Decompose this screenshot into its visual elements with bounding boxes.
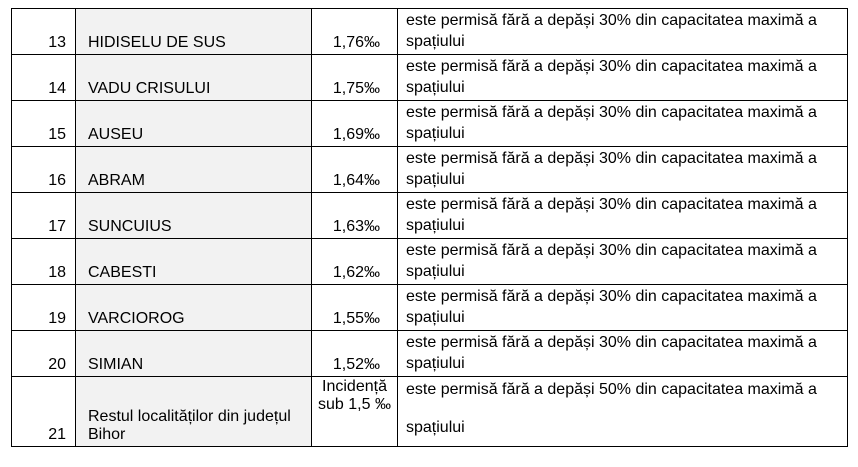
table-row: 19 VARCIOROG 1,55‰ este permisă fără a depă… [11, 284, 848, 331]
row-number: 18 [11, 238, 76, 285]
row-number: 19 [11, 284, 76, 331]
locality-name: VARCIOROG [75, 284, 312, 331]
table-row: 16 ABRAM 1,64‰ este permisă fără a depăși 3… [11, 146, 848, 193]
capacity-note-line-2: spațiului [406, 419, 465, 436]
incidence-value: 1,63‰ [311, 192, 398, 239]
row-number: 13 [11, 8, 76, 55]
locality-name: Restul localităților din județul Bihor [75, 376, 312, 447]
table-row: 14 VADU CRISULUI 1,75‰ este permisă fără a … [11, 54, 848, 101]
incidence-value: 1,52‰ [311, 330, 398, 377]
incidence-value: Incidență sub 1,5 ‰ [311, 376, 398, 447]
capacity-note-line-1: este permisă fără a depăși 50% din capac… [406, 381, 817, 398]
row-number: 15 [11, 100, 76, 147]
incidence-value: 1,75‰ [311, 54, 398, 101]
locality-name: HIDISELU DE SUS [75, 8, 312, 55]
locality-name: SUNCUIUS [75, 192, 312, 239]
capacity-note: este permisă fără a depăși 30% din capac… [397, 54, 848, 101]
capacity-note: este permisă fără a depăși 30% din capac… [397, 238, 848, 285]
table-row: 20 SIMIAN 1,52‰ este permisă fără a depăși … [11, 330, 848, 377]
incidence-value: 1,69‰ [311, 100, 398, 147]
capacity-note: este permisă fără a depăși 30% din capac… [397, 192, 848, 239]
locality-name: VADU CRISULUI [75, 54, 312, 101]
incidence-value: 1,64‰ [311, 146, 398, 193]
table-row: 17 SUNCUIUS 1,63‰ este permisă fără a depăș… [11, 192, 848, 239]
row-number: 20 [11, 330, 76, 377]
table-row: 21 Restul localităților din județul Biho… [11, 376, 848, 447]
capacity-note: este permisă fără a depăși 30% din capac… [397, 146, 848, 193]
table-row: 15 AUSEU 1,69‰ este permisă fără a depăși 3… [11, 100, 848, 147]
capacity-note: este permisă fără a depăși 30% din capac… [397, 284, 848, 331]
incidence-value: 1,55‰ [311, 284, 398, 331]
capacity-note: este permisă fără a depăși 30% din capac… [397, 100, 848, 147]
incidence-value: 1,62‰ [311, 238, 398, 285]
table-row: 18 CABESTI 1,62‰ este permisă fără a depăși… [11, 238, 848, 285]
capacity-note: este permisă fără a depăși 30% din capac… [397, 8, 848, 55]
incidence-table: 13 HIDISELU DE SUS 1,76‰ este permisă fără … [11, 8, 848, 447]
row-number: 16 [11, 146, 76, 193]
locality-name: ABRAM [75, 146, 312, 193]
locality-name: CABESTI [75, 238, 312, 285]
incidence-value: 1,76‰ [311, 8, 398, 55]
row-number: 17 [11, 192, 76, 239]
capacity-note: este permisă fără a depăși 30% din capac… [397, 330, 848, 377]
table-row: 13 HIDISELU DE SUS 1,76‰ este permisă fără … [11, 8, 848, 55]
locality-name: AUSEU [75, 100, 312, 147]
capacity-note: este permisă fără a depăși 50% din capac… [397, 376, 848, 447]
locality-name: SIMIAN [75, 330, 312, 377]
row-number: 14 [11, 54, 76, 101]
row-number: 21 [11, 376, 76, 447]
